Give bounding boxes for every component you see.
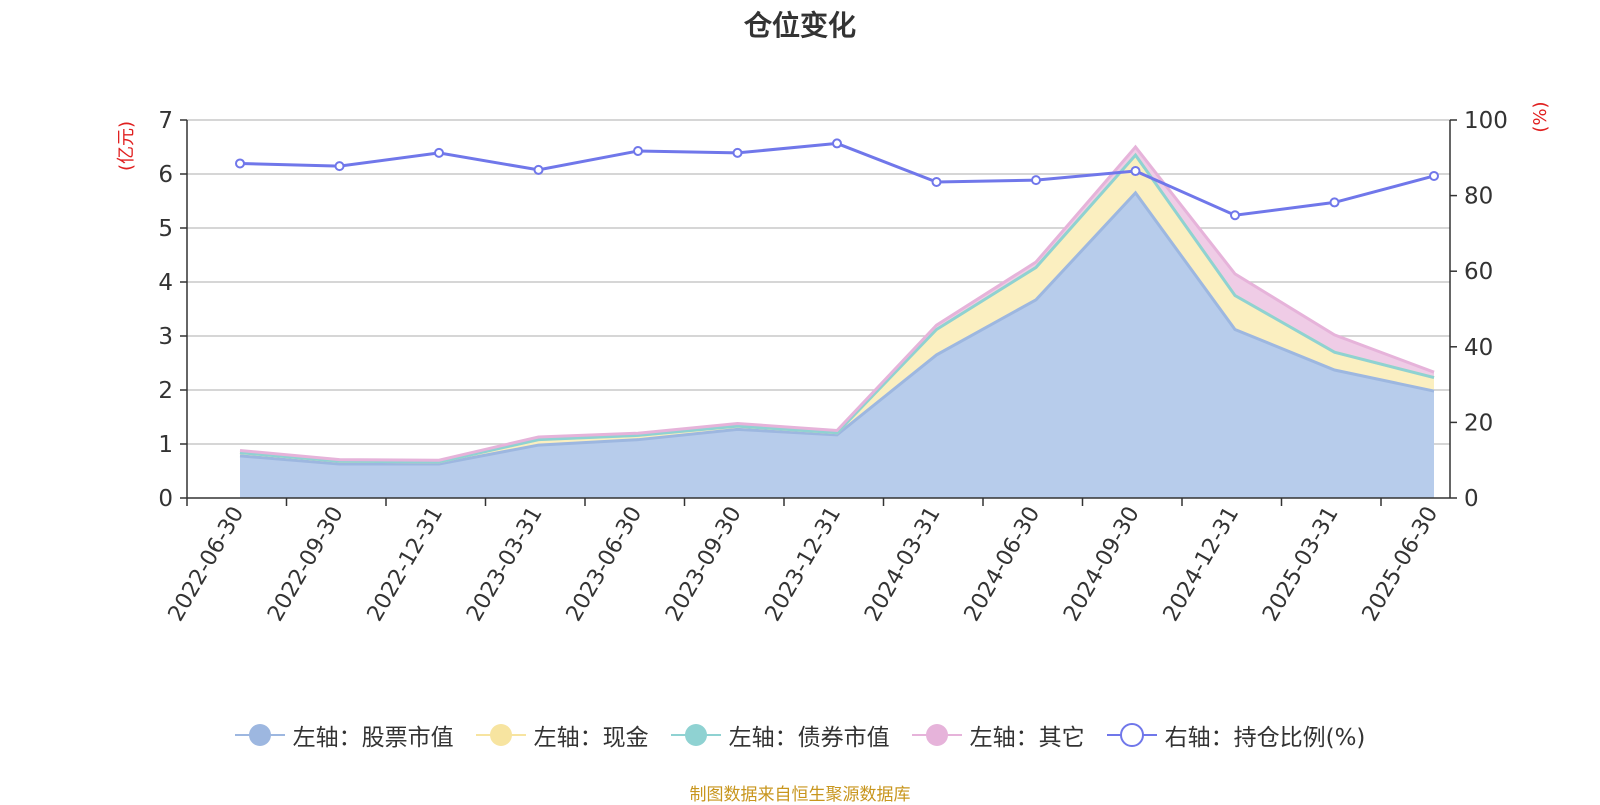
x-tick-label: 2022-06-30 [164,503,250,626]
legend-symbol-icon [670,724,721,746]
stacked-areas [239,144,1435,498]
left-tick-label: 3 [158,324,173,350]
x-tick-label: 2024-03-31 [860,503,946,626]
left-tick-label: 6 [158,162,173,188]
left-tick-label: 4 [158,270,173,296]
legend-label: 左轴：债券市值 [728,725,890,751]
legend-item[interactable]: 左轴：股票市值 [234,718,454,752]
right-tick-label: 80 [1464,184,1493,210]
ratio-polyline [239,141,1435,217]
x-tick-label: 2022-09-30 [263,503,349,626]
legend-item[interactable]: 左轴：其它 [911,718,1085,752]
legend-item[interactable]: 右轴：持仓比例(%) [1106,718,1366,752]
grid-lines [187,119,1450,445]
legend-symbol-icon [911,724,962,746]
left-tick-label: 0 [158,486,173,512]
legend-symbol-icon [234,724,285,746]
legend-symbol-icon [1106,723,1157,747]
legend-item[interactable]: 左轴：债券市值 [670,718,890,752]
legend-label: 左轴：股票市值 [292,725,454,751]
right-axis-unit: (%) [1530,101,1551,132]
x-tick-label: 2025-06-30 [1358,503,1444,626]
x-tick-label: 2022-12-31 [363,503,449,626]
source-note: 制图数据来自恒生聚源数据库 [689,785,911,805]
ratio-point [1230,210,1240,221]
left-axis-unit: (亿元) [116,121,137,171]
x-tick-label: 2023-06-30 [562,503,648,626]
x-tick-label: 2024-06-30 [960,503,1046,626]
ratio-point [434,147,444,158]
ratio-point [334,161,345,172]
right-tick-label: 20 [1464,410,1493,436]
area-line-2 [239,152,1435,464]
area-0 [240,192,1434,498]
ratio-point [1031,175,1041,186]
ratio-point [931,176,942,187]
area-line-3 [239,144,1435,462]
legend-symbol-icon [475,724,526,746]
x-tick-label: 2023-09-30 [661,503,747,626]
legend-label: 右轴：持仓比例(%) [1164,725,1366,751]
left-tick-label: 1 [158,432,173,458]
x-tick-label: 2025-03-31 [1258,503,1344,626]
x-tick-label: 2024-09-30 [1059,503,1145,626]
area-line-0 [239,190,1435,466]
right-tick-label: 100 [1464,108,1508,134]
ratio-point [633,145,643,156]
ratio-point [1429,170,1439,181]
right-tick-label: 0 [1464,486,1479,512]
left-tick-label: 2 [158,378,173,404]
legend-label: 左轴：其它 [969,725,1085,751]
ratio-line [235,138,1439,221]
x-tick-label: 2024-12-31 [1159,503,1245,626]
legend-item[interactable]: 左轴：现金 [475,718,649,752]
left-tick-label: 5 [158,216,173,242]
right-tick-label: 40 [1464,335,1493,361]
ratio-point [832,138,842,149]
ratio-point [1329,197,1340,208]
right-tick-label: 60 [1464,259,1493,285]
ratio-point [1130,166,1141,177]
ratio-point [533,164,544,175]
legend-label: 左轴：现金 [533,725,649,751]
x-tick-label: 2023-03-31 [462,503,548,626]
ratio-point [732,147,743,158]
legend: 左轴：股票市值 左轴：现金 左轴：债券市值 左轴：其它 右轴：持仓比例(%) [0,718,1600,752]
ratio-point [235,158,245,169]
left-tick-label: 7 [158,108,173,134]
x-tick-label: 2023-12-31 [761,503,847,626]
chart-title: 仓位变化 [743,9,856,42]
